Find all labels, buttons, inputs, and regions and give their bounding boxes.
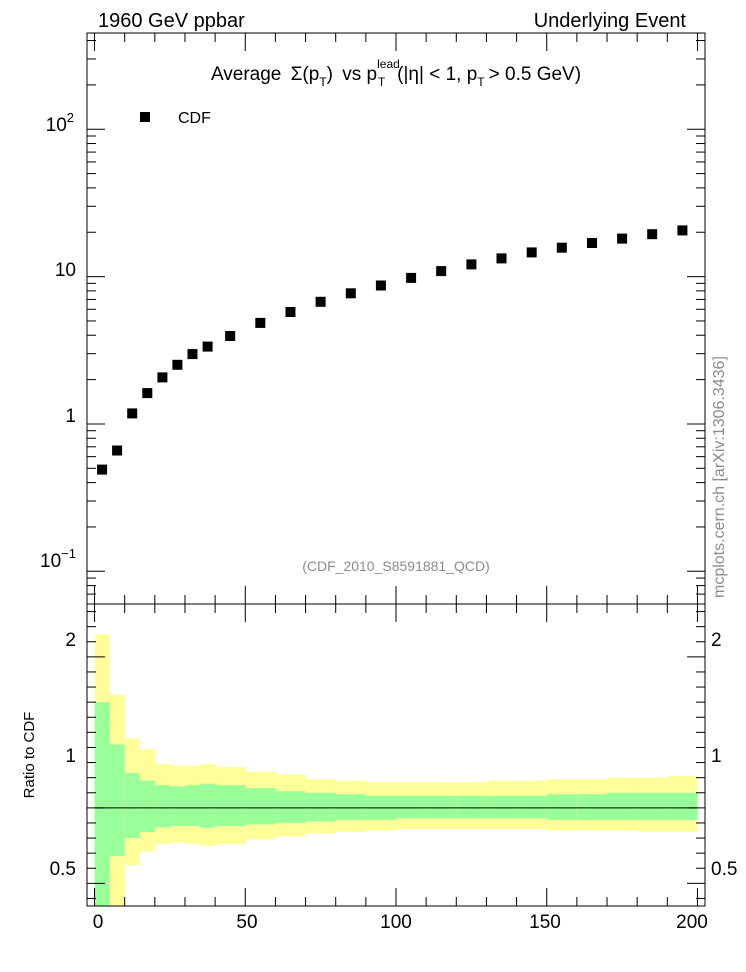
y-tick-label-100: 102 <box>46 110 74 136</box>
ratio-band-inner <box>275 791 306 823</box>
x-tick-label-100: 100 <box>380 912 412 933</box>
ratio-band-inner <box>139 780 155 832</box>
ratio-y-tick-0.5: 0.5 <box>50 859 76 880</box>
ratio-band-inner <box>335 794 366 820</box>
data-point <box>157 372 168 383</box>
data-point <box>112 445 123 456</box>
ratio-band-inner <box>607 792 638 820</box>
y-tick-label-1: 1 <box>65 406 76 427</box>
ratio-y-tick-1: 1 <box>65 746 76 767</box>
y-tick-label-0.1: 10−1 <box>40 546 76 572</box>
main-plot-panel: Average Σ(pT) vs plead T (|η| < 1, pT > 0.5… <box>40 32 706 605</box>
ratio-band-inner <box>215 785 246 826</box>
data-point <box>556 242 567 253</box>
data-points <box>97 225 688 475</box>
data-point <box>496 253 507 264</box>
ratio-y-tick-0.5-right: 0.5 <box>711 859 737 880</box>
data-point <box>285 307 296 317</box>
data-point <box>187 349 198 360</box>
chart-title: Average Σ(pT) vs plead T (|η| < 1, pT > 0.5… <box>211 57 581 89</box>
ratio-band-inner <box>305 792 336 822</box>
ratio-band-inner <box>200 783 216 828</box>
ratio-band-inner <box>245 788 276 825</box>
ratio-band-inner <box>576 794 607 820</box>
main-plot-ticks <box>87 33 705 605</box>
data-point <box>406 272 417 283</box>
data-point <box>466 259 477 270</box>
data-point <box>526 247 537 258</box>
data-point <box>647 229 658 240</box>
ratio-y-axis-label: Ratio to CDF <box>21 712 38 799</box>
ratio-plot-panel: Ratio to CDF 0.5 1 2 0.5 1 2 0 50 100 15… <box>21 603 737 933</box>
data-point <box>97 464 108 475</box>
legend-marker-cdf <box>140 112 150 122</box>
x-tick-label-0: 0 <box>93 912 104 933</box>
legend-label-cdf: CDF <box>178 110 211 127</box>
x-tick-label-200: 200 <box>676 912 708 933</box>
x-tick-label-50: 50 <box>236 912 257 933</box>
ratio-plot-frame <box>86 603 706 907</box>
ratio-bands <box>94 634 698 906</box>
ratio-band-inner <box>426 795 457 819</box>
ratio-y-tick-1-right: 1 <box>711 746 722 767</box>
data-point <box>172 359 183 370</box>
ratio-band-inner <box>667 792 698 820</box>
ratio-band-inner <box>169 786 185 826</box>
analysis-label: (CDF_2010_S8591881_QCD) <box>302 558 490 574</box>
data-point <box>617 233 628 244</box>
ratio-band-inner <box>486 795 517 819</box>
data-point <box>677 225 688 236</box>
ratio-y-tick-2-right: 2 <box>711 630 722 651</box>
header-right: Underlying Event <box>534 10 687 32</box>
ratio-plot-ticks <box>87 604 705 906</box>
ratio-band-inner <box>154 785 170 828</box>
data-point <box>315 296 326 307</box>
ratio-y-tick-2: 2 <box>65 630 76 651</box>
ratio-band-inner <box>94 702 110 906</box>
data-point <box>345 288 356 299</box>
data-point <box>255 317 266 328</box>
ratio-band-inner <box>516 795 547 819</box>
data-point <box>436 266 447 277</box>
x-tick-label-150: 150 <box>529 912 561 933</box>
data-point <box>202 341 213 352</box>
ratio-band-inner <box>546 794 577 820</box>
data-point <box>375 280 386 291</box>
ratio-band-inner <box>109 744 125 857</box>
side-watermark: mcplots.cern.ch [arXiv:1306.3436] <box>711 356 728 598</box>
ratio-band-inner <box>396 795 427 819</box>
ratio-band-inner <box>185 785 201 826</box>
ratio-band-inner <box>637 792 668 820</box>
ratio-band-inner <box>124 773 140 838</box>
data-point <box>225 331 236 341</box>
y-tick-label-10: 10 <box>55 260 76 281</box>
ratio-band-inner <box>456 795 487 819</box>
data-point <box>587 238 597 248</box>
data-point <box>142 388 153 399</box>
data-point <box>127 408 138 419</box>
header-left: 1960 GeV ppbar <box>98 10 245 32</box>
